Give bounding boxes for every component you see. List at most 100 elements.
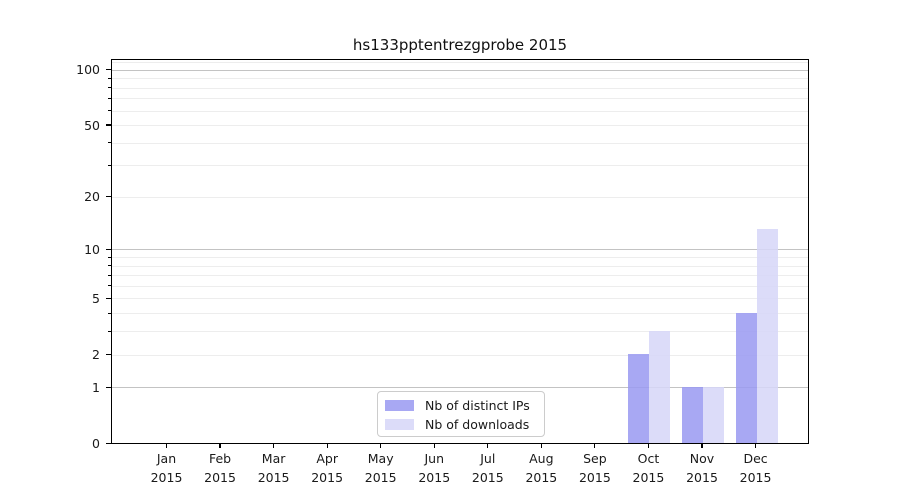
x-tick-month: Jul: [480, 451, 496, 466]
y-minor-tick-mark: [108, 285, 111, 287]
x-tick-year: 2015: [418, 470, 451, 485]
x-tick-label: Sep 2015: [567, 449, 623, 487]
x-tick-month: Apr: [316, 451, 338, 466]
x-tick-month: Feb: [208, 451, 232, 466]
gridline-minor: [112, 265, 808, 267]
x-tick-label: Dec 2015: [728, 449, 784, 487]
x-tick-label: Apr 2015: [299, 449, 355, 487]
gridline-minor: [112, 298, 808, 300]
gridline-major: [112, 249, 808, 251]
x-tick-label: Aug 2015: [513, 449, 569, 487]
gridline-minor: [112, 196, 808, 198]
bar-distinct-ips: [682, 386, 703, 443]
legend-label: Nb of distinct IPs: [425, 398, 530, 413]
y-minor-tick-mark: [108, 265, 111, 267]
y-tick-mark: [106, 353, 111, 356]
x-tick-label: Jul 2015: [460, 449, 516, 487]
gridline-minor: [112, 98, 808, 100]
x-tick-mark: [219, 443, 221, 448]
legend: Nb of distinct IPs Nb of downloads: [377, 391, 545, 437]
y-minor-tick-mark: [108, 97, 111, 99]
x-tick-label: Nov 2015: [674, 449, 730, 487]
gridline-minor: [112, 285, 808, 287]
x-tick-month: Jun: [424, 451, 445, 466]
x-tick-label: Jun 2015: [406, 449, 462, 487]
gridline-major: [112, 387, 808, 389]
x-tick-label: May 2015: [353, 449, 409, 487]
y-tick-mark: [106, 124, 111, 126]
x-tick-label: Mar 2015: [246, 449, 302, 487]
x-tick-month: Mar: [261, 451, 286, 466]
x-tick-mark: [380, 443, 382, 448]
x-tick-year: 2015: [150, 470, 183, 485]
y-tick-label: 1: [92, 379, 100, 395]
x-tick-year: 2015: [578, 470, 611, 485]
bar-downloads: [649, 330, 671, 443]
y-tick-label: 50: [84, 117, 100, 133]
gridline-minor: [112, 62, 808, 64]
chart-title: hs133pptentrezgprobe 2015: [352, 36, 568, 54]
x-tick-mark: [433, 443, 435, 448]
x-tick-label: Feb 2015: [192, 449, 248, 487]
gridline-minor: [112, 354, 808, 356]
gridline-minor: [112, 87, 808, 89]
y-tick-label: 2: [92, 347, 100, 363]
x-tick-month: Sep: [583, 451, 607, 466]
y-tick-label: 5: [92, 290, 100, 306]
bar-downloads: [703, 386, 724, 443]
y-minor-tick-mark: [108, 77, 111, 79]
x-tick-year: 2015: [471, 470, 504, 485]
y-tick-mark: [106, 386, 111, 388]
y-tick-label: 20: [84, 189, 100, 205]
x-tick-mark: [165, 443, 168, 448]
x-tick-year: 2015: [311, 470, 344, 485]
x-tick-year: 2015: [257, 470, 290, 485]
y-tick-label: 0: [92, 436, 100, 451]
x-tick-label: Oct 2015: [620, 449, 676, 487]
x-tick-mark: [273, 443, 275, 448]
x-tick-mark: [647, 443, 650, 448]
gridline-minor: [112, 165, 808, 167]
x-tick-month: May: [367, 451, 394, 466]
gridline-minor: [112, 313, 808, 315]
gridline-minor: [112, 257, 808, 258]
y-tick-mark: [106, 297, 111, 299]
bar-distinct-ips: [735, 312, 757, 443]
y-minor-tick-mark: [108, 87, 111, 89]
x-tick-mark: [540, 443, 542, 448]
x-tick-year: 2015: [739, 470, 772, 485]
x-tick-mark: [487, 443, 489, 448]
x-tick-year: 2015: [632, 470, 665, 485]
x-tick-mark: [326, 443, 328, 448]
x-tick-year: 2015: [364, 470, 397, 485]
y-tick-mark: [106, 442, 111, 445]
x-tick-mark: [701, 443, 703, 448]
x-tick-month: Aug: [529, 451, 554, 466]
legend-swatch: [385, 419, 414, 430]
gridline-major: [112, 69, 808, 71]
gridline-minor: [112, 275, 808, 277]
x-tick-month: Oct: [637, 451, 660, 466]
y-tick-label: 100: [76, 62, 100, 78]
y-minor-tick-mark: [108, 274, 111, 276]
gridline-minor: [112, 78, 808, 80]
y-minor-tick-mark: [108, 110, 111, 112]
bar-downloads: [756, 229, 778, 443]
x-tick-month: Jan: [156, 451, 177, 466]
x-tick-month: Nov: [689, 451, 715, 466]
legend-item: Nb of downloads: [385, 417, 534, 432]
legend-item: Nb of distinct IPs: [385, 398, 534, 413]
y-minor-tick-mark: [108, 256, 111, 258]
y-minor-tick-mark: [108, 330, 111, 332]
x-tick-label: Jan 2015: [139, 449, 195, 487]
x-tick-year: 2015: [204, 470, 236, 485]
y-minor-tick-mark: [108, 312, 111, 314]
y-minor-tick-mark: [108, 164, 111, 166]
x-tick-mark: [594, 443, 596, 448]
legend-label: Nb of downloads: [425, 417, 530, 432]
y-tick-mark: [106, 69, 111, 71]
x-tick-month: Dec: [743, 451, 768, 466]
x-tick-year: 2015: [686, 470, 718, 485]
legend-swatch: [385, 400, 414, 411]
